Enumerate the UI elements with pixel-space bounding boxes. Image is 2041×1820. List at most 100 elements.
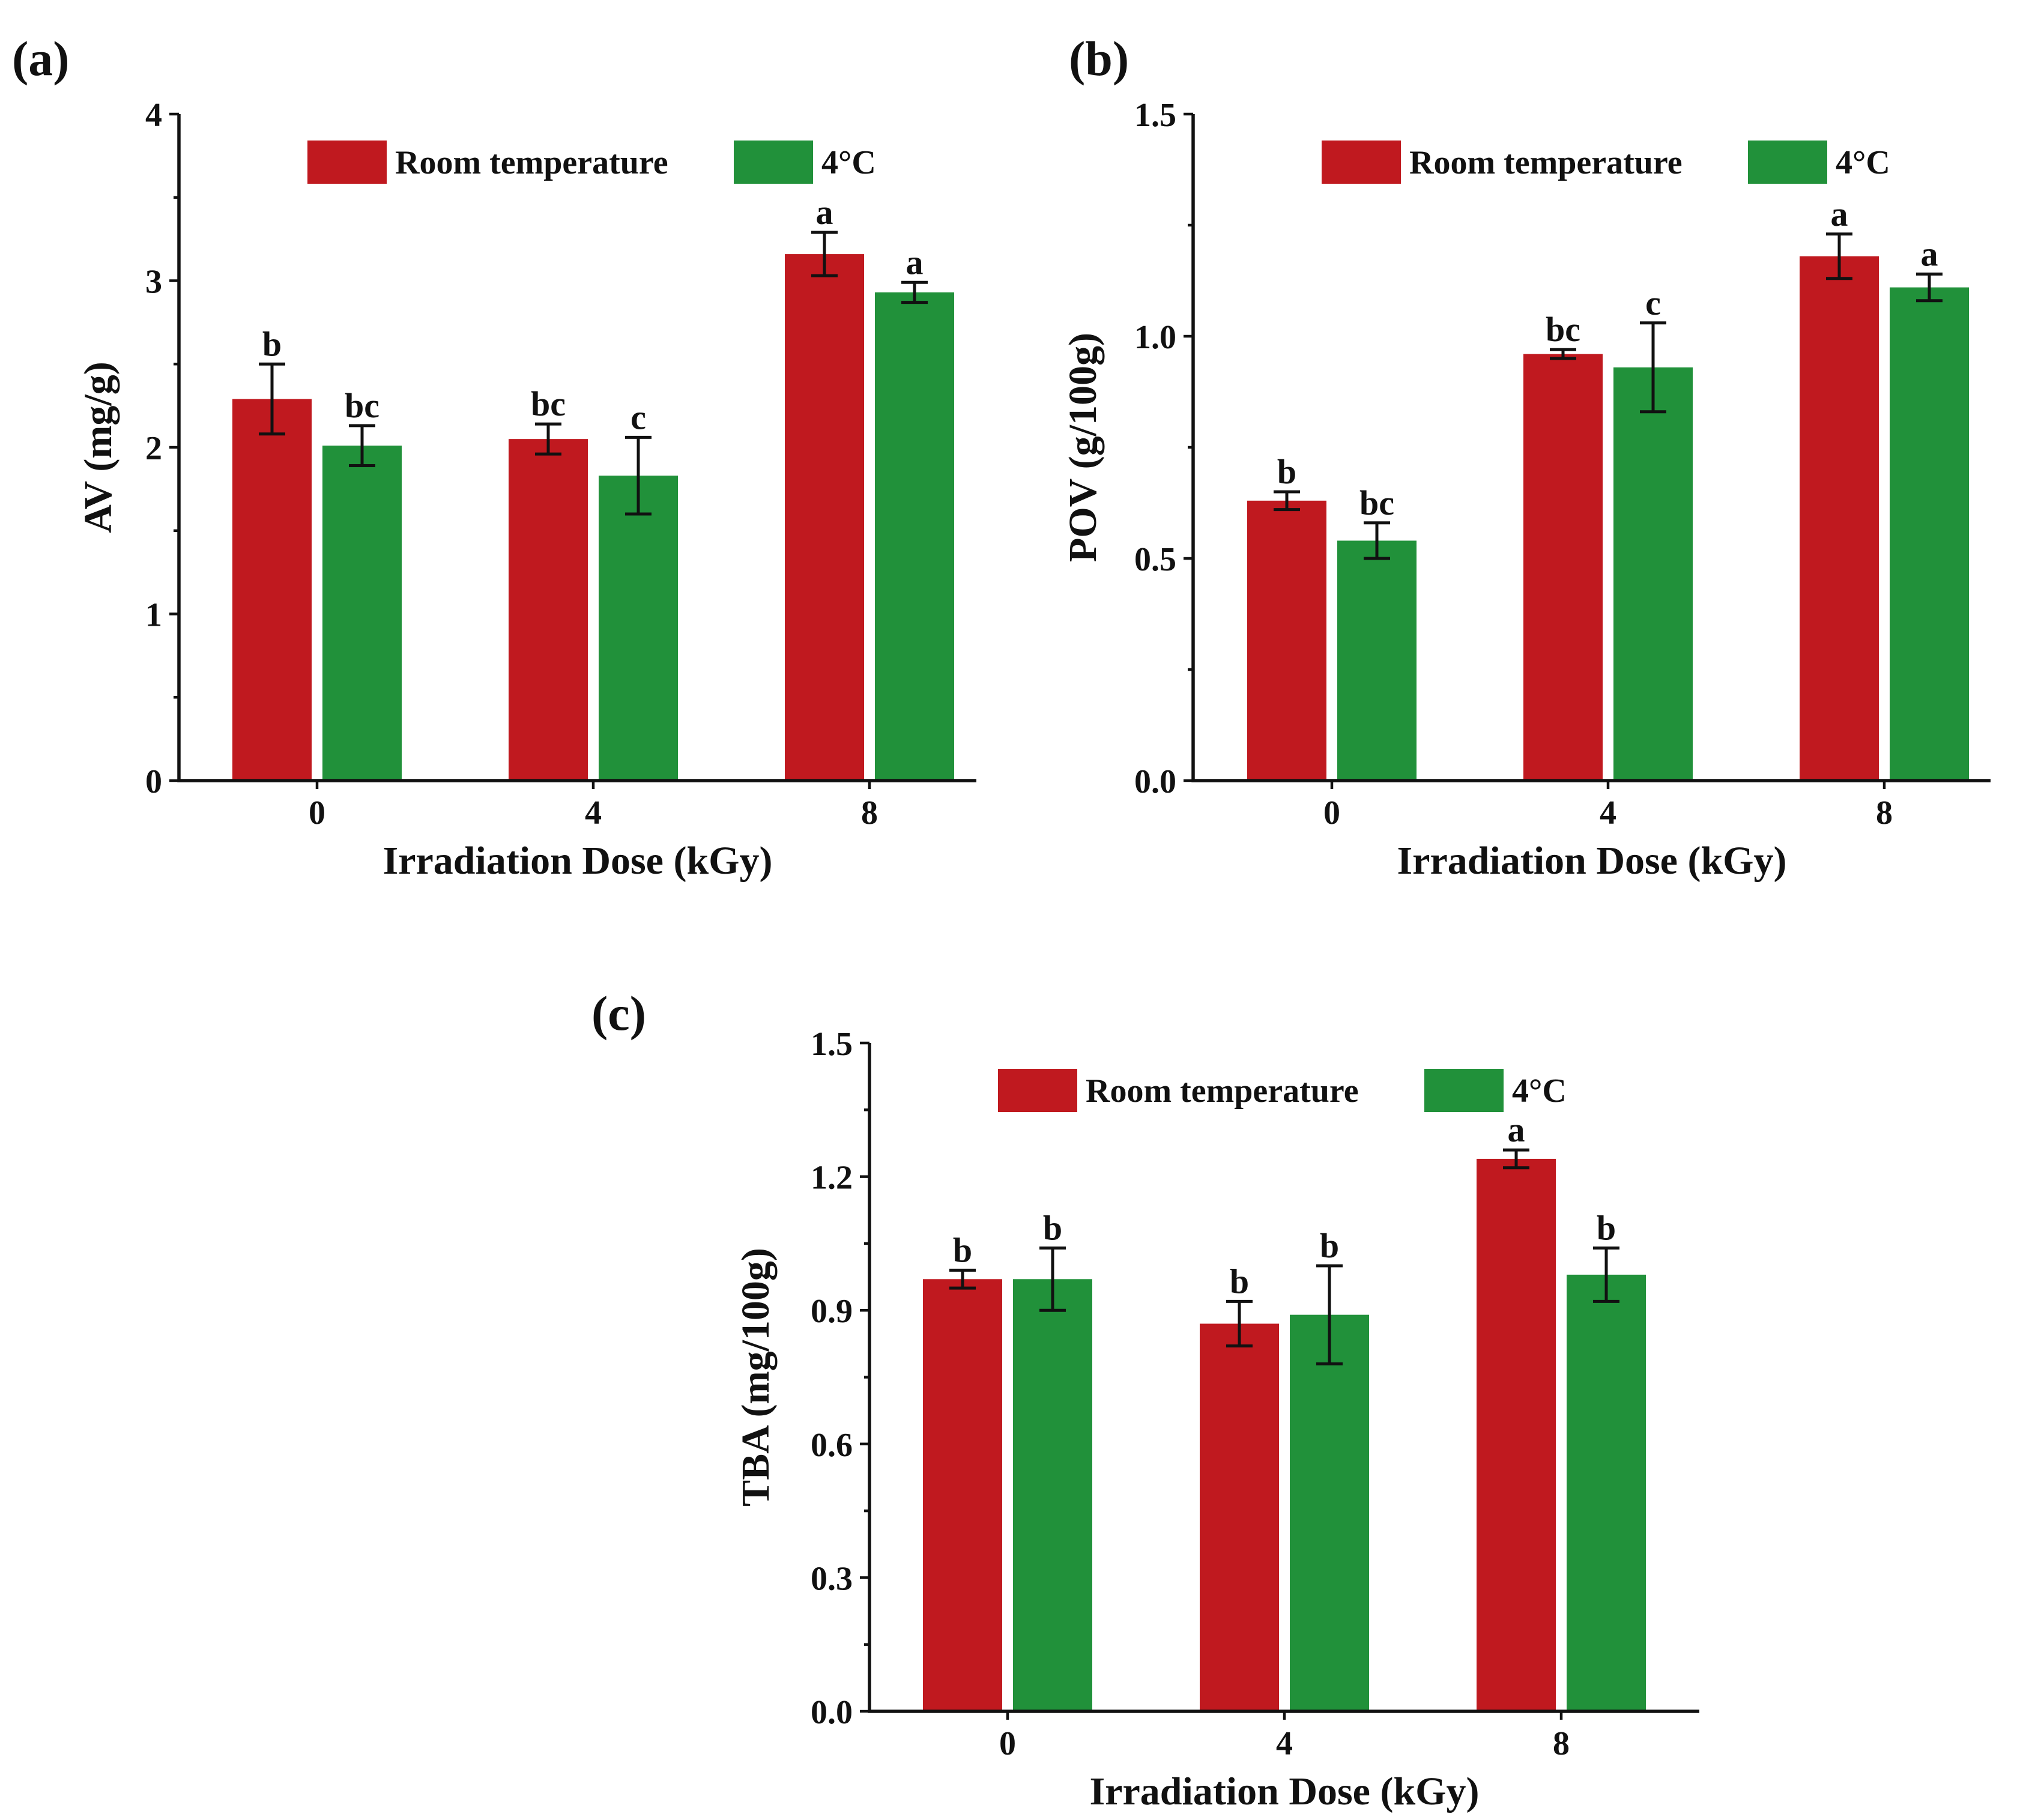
y-tick-label: 3 — [145, 264, 162, 301]
error-bar — [949, 1268, 976, 1290]
bar — [1890, 287, 1969, 781]
chart-panel-b: (b) b bc a bc c a 0.0 0.5 1.0 1.5 0 4 8 Irradiation Do… — [1061, 31, 1991, 883]
panel-label: (b) — [1069, 31, 1129, 86]
bar — [1200, 1323, 1279, 1711]
legend-swatch-room-temperature — [307, 141, 387, 184]
x-axis-title: Irradiation Dose (kGy) — [383, 839, 773, 883]
bar — [1613, 367, 1693, 781]
legend-swatch-4c — [734, 141, 813, 184]
bar — [322, 446, 402, 781]
error-bar — [535, 422, 561, 456]
legend: Room temperature 4°C — [1322, 141, 1890, 184]
legend-label-4c: 4°C — [821, 144, 876, 181]
bar — [1523, 354, 1603, 781]
y-tick-label: 0.9 — [811, 1293, 853, 1330]
legend-label-room-temperature: Room temperature — [395, 144, 668, 181]
y-tick-label: 1.2 — [811, 1159, 853, 1197]
error-bar — [625, 435, 652, 516]
x-tick-label: 4 — [1600, 794, 1616, 832]
legend: Room temperature 4°C — [307, 141, 876, 184]
series-4c: b b b — [1013, 1208, 1646, 1711]
y-tick-label: 2 — [145, 430, 162, 467]
y-axis-title: TBA (mg/100g) — [734, 1248, 778, 1507]
bar — [875, 292, 954, 781]
error-bar — [1503, 1148, 1529, 1170]
y-tick-label: 1.5 — [811, 1026, 853, 1063]
error-bar — [349, 424, 375, 468]
bar — [785, 254, 864, 781]
series-room-temperature: b bc a — [232, 193, 864, 781]
y-tick-label: 4 — [145, 97, 162, 134]
y-tick-label: 1.0 — [1134, 319, 1176, 356]
significance-letter: bc — [1546, 310, 1580, 349]
significance-letter: b — [1320, 1226, 1339, 1265]
error-bar — [1364, 521, 1390, 560]
error-bar — [1226, 1299, 1253, 1348]
significance-letter: c — [1645, 283, 1661, 322]
y-tick-label: 1 — [145, 597, 162, 634]
x-axis-title: Irradiation Dose (kGy) — [1090, 1770, 1480, 1813]
significance-letter: a — [1508, 1110, 1525, 1149]
significance-letter: b — [1597, 1208, 1616, 1247]
legend-label-room-temperature: Room temperature — [1409, 144, 1683, 181]
x-tick-label: 0 — [999, 1725, 1016, 1762]
x-tick-label: 4 — [585, 794, 602, 832]
significance-letter: bc — [1359, 483, 1394, 522]
error-bar — [1916, 272, 1943, 303]
y-tick-label: 0.5 — [1134, 541, 1176, 578]
significance-letter: c — [630, 398, 646, 437]
bar — [1290, 1314, 1369, 1711]
error-bar — [1039, 1246, 1066, 1312]
legend-swatch-4c — [1748, 141, 1827, 184]
chart-panel-a: (a) b bc a bc c a 0 1 2 3 4 0 4 8 Irradiation Dose (kGy… — [12, 31, 976, 883]
y-axis-title: AV (mg/g) — [76, 361, 120, 533]
bar — [599, 476, 678, 781]
bar — [509, 439, 588, 781]
significance-letter: a — [906, 243, 924, 282]
legend-label-4c: 4°C — [1512, 1072, 1567, 1110]
bar — [923, 1279, 1002, 1711]
series-4c: bc c a — [322, 243, 954, 781]
series-room-temperature: b b a — [923, 1110, 1556, 1711]
y-tick-label: 0 — [145, 763, 162, 800]
y-axis-title: POV (g/100g) — [1061, 333, 1105, 562]
series-room-temperature: b bc a — [1247, 195, 1879, 781]
bar — [1477, 1158, 1556, 1711]
legend-swatch-room-temperature — [1322, 141, 1401, 184]
error-bar — [901, 280, 928, 304]
significance-letter: b — [262, 324, 282, 363]
error-bar — [1640, 321, 1666, 414]
legend-swatch-4c — [1424, 1069, 1504, 1112]
panel-label: (c) — [591, 986, 646, 1041]
chart-panel-c: (c) b b a b b b 0.0 0.3 0.6 0.9 1.2 1.5 0 4 8 Irradiatio… — [591, 986, 1699, 1813]
x-tick-label: 0 — [309, 794, 325, 832]
significance-letter: b — [1043, 1208, 1062, 1247]
significance-letter: a — [816, 193, 833, 232]
significance-letter: a — [1831, 195, 1848, 234]
x-tick-label: 4 — [1276, 1725, 1293, 1762]
error-bar — [1550, 348, 1576, 360]
bar — [1013, 1279, 1092, 1711]
bar — [1800, 256, 1879, 781]
y-tick-label: 0.0 — [811, 1694, 853, 1731]
y-tick-label: 0.3 — [811, 1560, 853, 1597]
bar — [1567, 1274, 1646, 1711]
panel-label: (a) — [12, 31, 70, 86]
x-axis-title: Irradiation Dose (kGy) — [1397, 839, 1787, 883]
legend-label-4c: 4°C — [1836, 144, 1890, 181]
significance-letter: bc — [531, 384, 566, 423]
significance-letter: a — [1921, 234, 1938, 273]
x-tick-label: 8 — [1553, 1725, 1570, 1762]
x-tick-label: 8 — [1876, 794, 1893, 832]
legend: Room temperature 4°C — [998, 1069, 1567, 1112]
significance-letter: b — [953, 1230, 972, 1269]
significance-letter: b — [1230, 1262, 1249, 1301]
error-bar — [1826, 232, 1852, 280]
error-bar — [1316, 1264, 1343, 1365]
error-bar — [811, 231, 838, 277]
error-bar — [1593, 1246, 1619, 1303]
bar — [232, 399, 312, 781]
y-tick-label: 0.6 — [811, 1427, 853, 1464]
bar — [1337, 540, 1417, 781]
